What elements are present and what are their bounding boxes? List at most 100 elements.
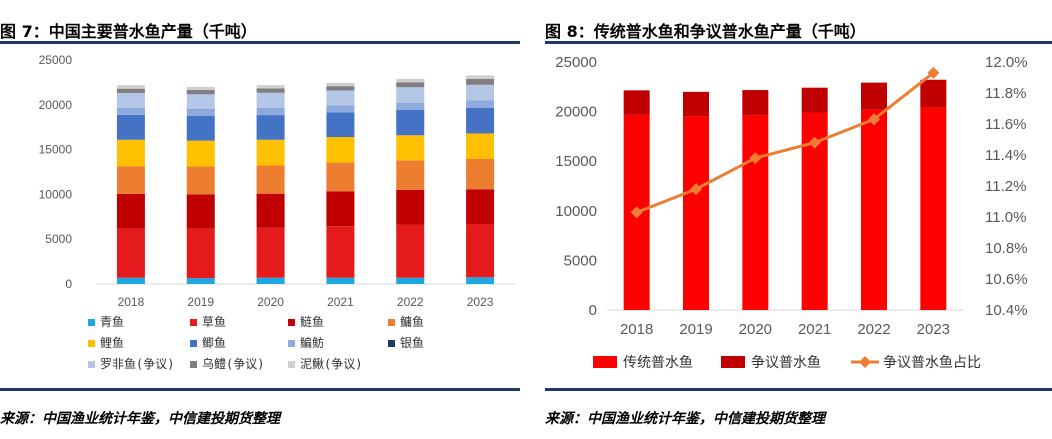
left-bar-segment [256,115,285,140]
left-bar-segment [256,92,285,108]
right-x-tick-label: 2022 [857,321,890,338]
left-bar-segment [396,135,425,161]
left-bar-segment [186,228,215,279]
left-bar-segment [186,109,215,116]
left-bar-segment [256,139,285,166]
right-y2-tick-label: 11.2% [985,178,1026,195]
right-y2-tick-label: 11.0% [985,209,1026,226]
left-bar-segment [326,137,355,163]
left-source-note: 来源：中国渔业统计年鉴，中信建投期货整理 [0,411,280,427]
right-bar-segment [801,87,828,113]
left-legend-label: 鲫鱼 [202,336,226,350]
right-share-marker [868,113,880,126]
left-bar-segment [186,94,215,110]
left-legend-swatch [288,319,295,326]
left-bar-segment [256,165,285,194]
right-bar-segment [742,115,769,311]
left-bottom-rule [0,388,520,391]
left-bar-segment [186,278,215,284]
left-legend-swatch [190,340,197,347]
right-bar-segment [920,107,947,311]
right-legend-label: 争议普水鱼 [751,354,821,371]
left-bar-segment [326,82,355,87]
right-bar-segment [683,91,709,117]
left-x-tick-label: 2018 [118,295,145,309]
right-bar-segment [683,116,709,311]
left-bar-segment [116,193,145,229]
left-bar-segment [396,87,425,103]
left-bar-segment [256,88,285,93]
left-bar-segment [396,224,425,278]
right-x-tick-label: 2021 [798,321,831,338]
left-legend-label: 泥鳅(争议) [300,357,362,371]
left-y-tick-label: 20000 [39,98,73,112]
left-y-tick-label: 25000 [39,53,73,67]
left-y-tick-label: 5000 [45,232,72,246]
left-bar-segment [326,86,355,91]
right-y-tick-label: 20000 [555,104,597,121]
right-y2-tick-label: 11.6% [985,116,1026,133]
left-bar-segment [326,105,355,113]
left-bar-segment [116,88,145,93]
left-bar-segment [256,193,285,228]
right-x-tick-label: 2018 [620,321,653,338]
left-legend-label: 草鱼 [202,315,226,329]
left-bar-segment [396,82,425,88]
left-x-tick-label: 2022 [397,295,424,309]
right-title-rule [545,41,1052,44]
right-legend-swatch [721,356,745,368]
left-bar-segment [466,107,495,134]
right-source-note: 来源：中国渔业统计年鉴，中信建投期货整理 [545,411,825,427]
left-bar-segment [186,86,215,91]
left-x-tick-label: 2019 [187,295,214,309]
left-legend-swatch [88,340,95,347]
left-bar-segment [256,108,285,116]
left-bar-segment [116,139,145,167]
left-bar-segment [466,100,495,108]
left-x-tick-label: 2021 [327,295,354,309]
left-legend-label: 银鱼 [400,336,424,350]
right-bar-segment [920,79,947,108]
right-bottom-rule [545,388,1052,391]
right-y2-tick-label: 10.8% [985,240,1028,257]
right-share-marker [808,136,821,149]
right-legend-swatch [593,356,617,368]
left-bar-segment [396,160,425,190]
left-legend-swatch [190,361,197,368]
left-legend-label: 鳙鱼 [400,314,424,329]
left-bar-segment [116,85,145,89]
left-legend-label: 鲢鱼 [300,314,324,329]
right-bar-segment [742,90,769,116]
left-legend-swatch [88,361,95,368]
right-x-tick-label: 2020 [739,321,772,338]
left-bar-segment [396,103,425,110]
left-chart-title: 图 7：中国主要普水鱼产量（千吨） [0,22,257,41]
left-bar-segment [116,228,145,278]
left-bar-segment [396,189,425,225]
right-share-marker [927,66,940,79]
left-bar-segment [326,191,355,227]
left-bar-segment [186,140,215,167]
right-bar-segment [861,109,887,310]
right-y-tick-label: 5000 [564,252,597,269]
right-y2-tick-label: 10.4% [985,302,1028,319]
left-legend-label: 鳊鲂 [300,335,324,350]
left-bar-segment [116,277,145,284]
left-bar-segment [186,166,215,195]
left-legend-swatch [388,340,395,347]
left-bar-segment [466,84,495,101]
right-chart-title: 图 8：传统普水鱼和争议普水鱼产量（千吨） [545,22,866,41]
left-y-tick-label: 10000 [39,187,73,201]
left-legend-label: 乌鳢(争议) [202,356,264,371]
right-share-marker [749,152,762,165]
left-y-tick-label: 0 [65,277,72,291]
left-bar-segment [326,277,355,284]
right-y2-tick-label: 12.0% [985,54,1028,71]
right-share-line [636,71,935,214]
left-bar-segment [396,78,425,83]
right-legend-marker [859,356,871,368]
left-bar-segment [396,109,425,136]
left-title-rule [0,41,520,44]
left-bar-segment [466,277,495,284]
right-legend-label: 传统普水鱼 [623,354,693,371]
